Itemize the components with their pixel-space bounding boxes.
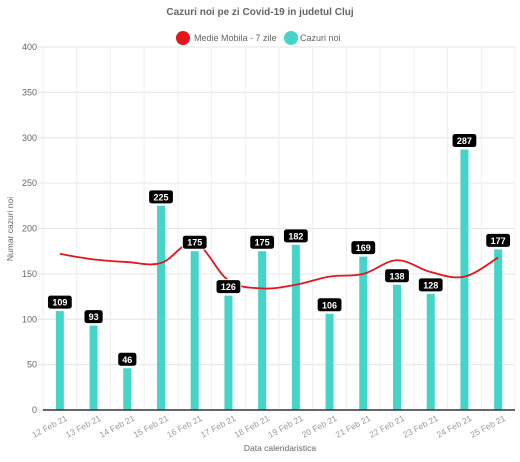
data-label-box xyxy=(181,234,208,250)
y-tick-label: 50 xyxy=(27,360,37,370)
bar xyxy=(291,244,300,410)
data-label: 126 xyxy=(221,282,236,292)
y-tick-label: 350 xyxy=(22,87,37,97)
data-label-box xyxy=(83,309,104,325)
bar xyxy=(393,284,401,410)
y-tick-label: 150 xyxy=(22,269,37,279)
data-label: 287 xyxy=(457,136,472,146)
data-label: 182 xyxy=(288,231,303,241)
chart-title: Cazuri noi pe zi Covid-19 in judetul Clu… xyxy=(166,7,353,18)
data-label-box xyxy=(350,240,377,256)
y-tick-label: 400 xyxy=(22,42,37,52)
bar xyxy=(55,311,64,410)
x-tick-label: 17 Feb 21 xyxy=(199,413,238,440)
legend-label-moving-average: Medie Mobila - 7 zile xyxy=(194,33,277,43)
data-label-box xyxy=(417,277,444,293)
data-label: 109 xyxy=(52,298,67,308)
bars xyxy=(55,149,503,411)
x-axis-title: Data calendaristica xyxy=(244,443,317,453)
legend-item-new-cases[interactable]: Cazuri noi xyxy=(284,31,341,45)
data-label: 46 xyxy=(122,355,132,365)
moving-average-path xyxy=(59,241,499,290)
data-label: 175 xyxy=(187,238,202,248)
bar xyxy=(157,205,165,410)
data-label: 169 xyxy=(356,243,371,253)
y-axis: 0 50 100 150 200 250 300 350 400 xyxy=(22,42,37,415)
bar xyxy=(426,293,435,410)
y-tick-label: 0 xyxy=(32,405,37,415)
bar xyxy=(89,325,98,410)
legend: Medie Mobila - 7 zile Cazuri noi xyxy=(176,31,341,45)
bar xyxy=(123,368,132,410)
data-labels: 109 93 46 225 175 126 175 182 106 169 138 128 287 177 xyxy=(46,133,512,367)
data-label: 93 xyxy=(89,312,99,322)
data-label: 106 xyxy=(322,300,337,310)
data-label-box xyxy=(485,232,512,248)
data-label-box xyxy=(451,133,478,149)
bar xyxy=(359,256,368,410)
moving-average-line xyxy=(59,241,499,290)
legend-swatch-new-cases xyxy=(284,31,298,45)
x-tick-label: 24 Feb 21 xyxy=(435,413,474,440)
y-axis-title: Numar cazuri noi xyxy=(5,197,15,261)
data-label: 177 xyxy=(491,236,506,246)
data-label-box xyxy=(282,228,309,244)
data-label: 175 xyxy=(255,238,270,248)
bar xyxy=(325,313,334,410)
x-tick-label: 15 Feb 21 xyxy=(131,413,170,440)
y-tick-label: 250 xyxy=(22,178,37,188)
x-tick-label: 13 Feb 21 xyxy=(64,413,103,440)
x-tick-label: 18 Feb 21 xyxy=(233,413,272,440)
x-tick-label: 21 Feb 21 xyxy=(334,413,373,440)
data-label-box xyxy=(46,294,73,310)
data-label-box xyxy=(384,268,410,284)
y-tick-label: 200 xyxy=(22,224,37,234)
data-label-box xyxy=(215,279,242,295)
data-label: 128 xyxy=(423,280,438,290)
y-tick-label: 100 xyxy=(22,314,37,324)
x-tick-label: 14 Feb 21 xyxy=(98,413,137,440)
data-label-box xyxy=(316,297,343,313)
x-tick-label: 22 Feb 21 xyxy=(367,413,406,440)
bar xyxy=(190,251,199,410)
data-label-box xyxy=(148,189,174,205)
legend-label-new-cases: Cazuri noi xyxy=(300,33,341,43)
legend-swatch-moving-average xyxy=(176,31,190,45)
x-tick-label: 12 Feb 21 xyxy=(30,413,69,440)
data-label: 138 xyxy=(389,271,404,281)
bar xyxy=(494,249,503,410)
x-tick-label: 20 Feb 21 xyxy=(300,413,339,440)
bar xyxy=(224,295,233,410)
y-tick-label: 300 xyxy=(22,133,37,143)
x-tick-label: 23 Feb 21 xyxy=(401,413,440,440)
x-tick-label: 19 Feb 21 xyxy=(266,413,305,440)
data-label: 225 xyxy=(153,192,168,202)
data-label-box xyxy=(117,351,138,367)
legend-item-moving-average[interactable]: Medie Mobila - 7 zile xyxy=(176,31,277,45)
bar xyxy=(258,251,267,410)
bar xyxy=(460,149,469,411)
data-label-box xyxy=(249,234,276,250)
x-tick-label: 25 Feb 21 xyxy=(469,413,508,440)
x-tick-label: 16 Feb 21 xyxy=(165,413,204,440)
grid xyxy=(38,46,516,411)
